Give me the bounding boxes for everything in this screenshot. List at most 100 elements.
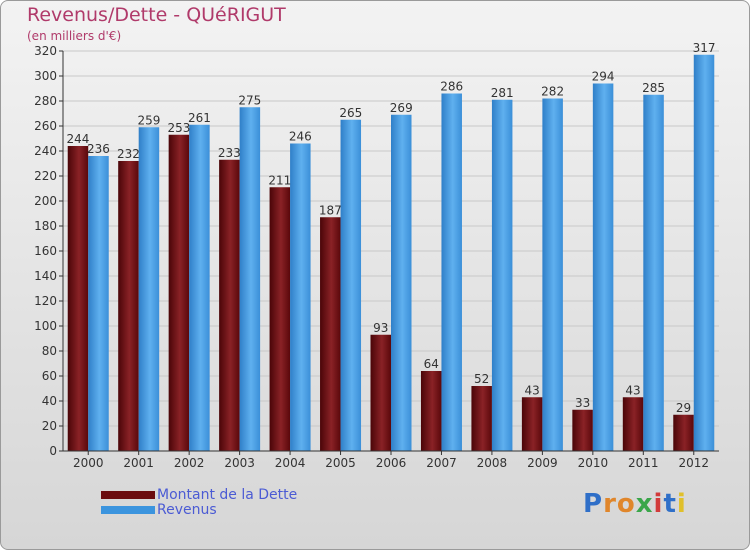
x-tick-label: 2011 — [628, 456, 659, 470]
value-label-revenus: 281 — [491, 86, 514, 100]
logo-letter: t — [663, 489, 677, 519]
y-tick-label: 180 — [34, 219, 57, 233]
bar-revenus — [542, 98, 563, 451]
x-tick-label: 2012 — [678, 456, 709, 470]
y-tick-label: 20 — [42, 419, 57, 433]
value-label-revenus: 294 — [592, 70, 615, 84]
bar-dette — [471, 386, 492, 451]
legend-item-revenus: Revenus — [101, 501, 297, 518]
bar-dette — [118, 161, 139, 451]
value-label-revenus: 286 — [440, 80, 463, 94]
x-tick-label: 2006 — [376, 456, 407, 470]
logo-letter: i — [676, 489, 687, 519]
value-label-revenus: 285 — [642, 81, 665, 95]
y-tick-label: 80 — [42, 344, 57, 358]
value-label-dette: 43 — [524, 383, 539, 397]
logo-letter: x — [635, 489, 654, 519]
value-label-revenus: 236 — [87, 142, 110, 156]
bar-revenus — [88, 156, 109, 451]
value-label-dette: 43 — [625, 383, 640, 397]
value-label-dette: 52 — [474, 372, 489, 386]
logo-letter: r — [603, 489, 617, 519]
x-tick-label: 2001 — [123, 456, 154, 470]
legend-swatch-dette — [101, 490, 155, 499]
value-label-dette: 232 — [117, 147, 140, 161]
x-tick-label: 2008 — [477, 456, 508, 470]
value-label-revenus: 259 — [137, 113, 160, 127]
bar-dette — [622, 397, 644, 451]
bar-dette — [521, 397, 543, 451]
value-label-dette: 187 — [319, 203, 342, 217]
y-tick-label: 200 — [34, 194, 57, 208]
x-tick-label: 2000 — [73, 456, 104, 470]
bar-revenus — [441, 93, 462, 451]
y-tick-label: 120 — [34, 294, 57, 308]
y-tick-label: 300 — [34, 69, 57, 83]
x-tick-label: 2010 — [578, 456, 609, 470]
logo-letter: i — [653, 489, 664, 519]
bar-dette — [269, 187, 291, 451]
x-tick-label: 2009 — [527, 456, 558, 470]
bar-dette — [370, 334, 391, 451]
value-label-revenus: 282 — [541, 85, 564, 99]
bar-revenus — [239, 107, 261, 451]
bar-revenus — [290, 143, 311, 451]
x-tick-label: 2005 — [325, 456, 356, 470]
y-tick-label: 60 — [42, 369, 57, 383]
legend-swatch-revenus — [101, 505, 155, 514]
chart-subtitle: (en milliers d'€) — [27, 29, 122, 43]
x-tick-label: 2007 — [426, 456, 457, 470]
chart-legend: Montant de la Dette Revenus — [101, 486, 298, 518]
value-label-dette: 93 — [373, 321, 388, 335]
value-label-revenus: 265 — [339, 106, 362, 120]
x-tick-label: 2002 — [174, 456, 205, 470]
value-label-revenus: 246 — [289, 130, 312, 144]
y-tick-label: 0 — [49, 444, 57, 458]
value-label-dette: 244 — [67, 132, 90, 146]
legend-label-dette: Montant de la Dette — [157, 486, 298, 503]
value-label-dette: 211 — [268, 173, 291, 187]
logo-letter: P — [583, 489, 604, 519]
bar-revenus — [491, 99, 513, 451]
bar-dette — [420, 371, 442, 451]
bar-revenus — [138, 127, 160, 451]
x-tick-label: 2003 — [224, 456, 255, 470]
x-tick-label: 2004 — [275, 456, 306, 470]
bar-dette — [572, 409, 593, 451]
bar-revenus — [340, 119, 362, 451]
value-label-revenus: 269 — [390, 101, 413, 115]
value-label-dette: 29 — [676, 401, 691, 415]
bar-dette — [67, 146, 89, 451]
proxiti-logo: Proxiti — [583, 489, 687, 519]
bar-dette — [673, 414, 694, 451]
y-tick-label: 160 — [34, 244, 57, 258]
bar-dette — [219, 159, 240, 451]
y-tick-label: 240 — [34, 144, 57, 158]
y-tick-label: 40 — [42, 394, 57, 408]
y-tick-label: 100 — [34, 319, 57, 333]
y-tick-label: 220 — [34, 169, 57, 183]
bar-revenus — [693, 54, 715, 451]
value-label-dette: 253 — [167, 121, 190, 135]
bar-revenus — [643, 94, 664, 451]
chart-title: Revenus/Dette - QUéRIGUT — [27, 4, 286, 26]
bar-revenus — [391, 114, 412, 451]
bar-revenus — [189, 124, 210, 451]
value-label-dette: 33 — [575, 396, 590, 410]
bar-dette — [320, 217, 341, 451]
legend-label-revenus: Revenus — [157, 501, 217, 518]
y-tick-label: 280 — [34, 94, 57, 108]
logo-letter: o — [616, 489, 636, 519]
value-label-revenus: 317 — [693, 41, 716, 55]
legend-item-dette: Montant de la Dette — [101, 486, 298, 503]
y-tick-label: 140 — [34, 269, 57, 283]
value-label-dette: 233 — [218, 146, 241, 160]
value-label-dette: 64 — [424, 357, 439, 371]
bar-dette — [168, 134, 190, 451]
value-label-revenus: 275 — [238, 93, 261, 107]
bar-revenus — [592, 83, 614, 451]
y-tick-label: 260 — [34, 119, 57, 133]
y-tick-label: 320 — [34, 44, 57, 58]
